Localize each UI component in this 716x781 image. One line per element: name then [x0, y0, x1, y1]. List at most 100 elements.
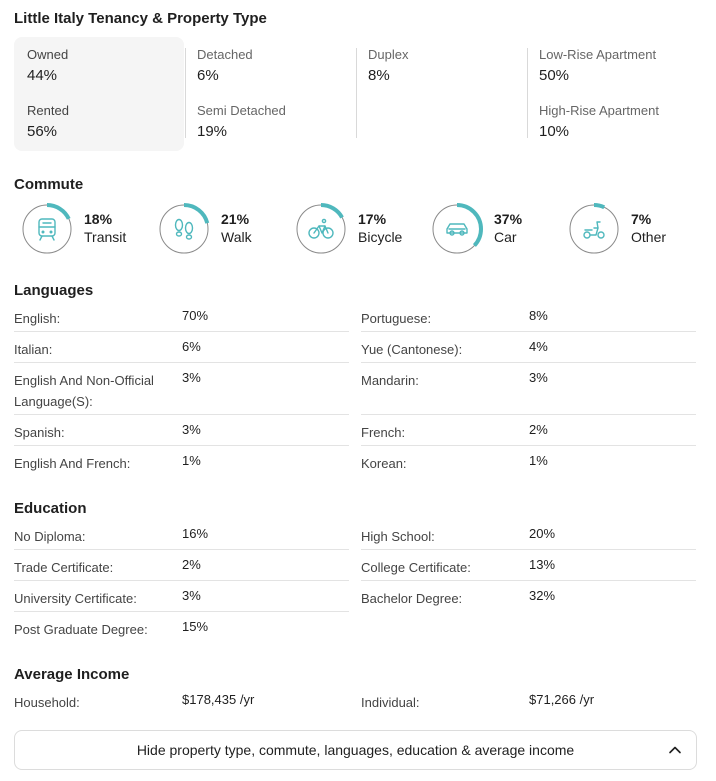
household-label: Household: — [14, 695, 80, 710]
commute-label: Bicycle — [358, 229, 403, 245]
education-name: Trade Certificate: — [14, 560, 114, 575]
commute-pct: 7% — [631, 211, 652, 227]
table-row: Korean: 1% — [361, 446, 696, 477]
low-rise-stat: Low-Rise Apartment 50% — [539, 47, 656, 84]
individual-value: $71,266 /yr — [529, 692, 595, 707]
divider — [185, 48, 186, 138]
hide-details-button[interactable]: Hide property type, commute, languages, … — [14, 730, 697, 770]
chevron-up-icon — [669, 746, 681, 754]
commute-pct: 21% — [221, 211, 250, 227]
education-value: 20% — [529, 526, 556, 541]
commute-ring — [20, 202, 74, 256]
table-row: Trade Certificate: 2% — [14, 550, 349, 581]
education-value: 3% — [182, 588, 201, 603]
table-row: Yue (Cantonese): 4% — [361, 332, 696, 363]
education-value: 13% — [529, 557, 556, 572]
owned-stat: Owned 44% — [27, 47, 68, 84]
education-name: College Certificate: — [361, 560, 471, 575]
table-row: Portuguese: 8% — [361, 301, 696, 332]
commute-label: Other — [631, 229, 667, 245]
income-individual-row: Individual: $71,266 /yr — [361, 685, 696, 716]
detached-value: 6% — [197, 67, 219, 84]
car-icon — [446, 223, 468, 236]
education-value: 16% — [182, 526, 209, 541]
language-name: Italian: — [14, 342, 53, 357]
tenancy-title: Little Italy Tenancy & Property Type — [14, 10, 267, 27]
table-row: Italian: 6% — [14, 332, 349, 363]
household-value: $178,435 /yr — [182, 692, 255, 707]
commute-ring — [430, 202, 484, 256]
education-name: Post Graduate Degree: — [14, 622, 148, 637]
hide-details-label: Hide property type, commute, languages, … — [136, 742, 575, 758]
table-row: French: 2% — [361, 415, 696, 446]
education-title: Education — [14, 500, 87, 517]
owned-value: 44% — [27, 67, 58, 84]
language-name: English: — [14, 311, 61, 326]
high-rise-value: 10% — [539, 123, 570, 140]
language-value: 4% — [529, 339, 548, 354]
language-name: English And French: — [14, 456, 131, 471]
divider — [356, 48, 357, 138]
language-value: 1% — [529, 453, 548, 468]
commute-label: Transit — [84, 229, 127, 245]
language-value: 6% — [182, 339, 201, 354]
rented-value: 56% — [27, 123, 58, 140]
education-value: 2% — [182, 557, 201, 572]
table-row: University Certificate: 3% — [14, 581, 349, 612]
language-name: Mandarin: — [361, 373, 419, 388]
table-row: English And French: 1% — [14, 446, 349, 477]
commute-ring — [567, 202, 621, 256]
language-name: Spanish: — [14, 425, 65, 440]
language-name: Yue (Cantonese): — [361, 342, 463, 357]
low-rise-label: Low-Rise Apartment — [539, 47, 657, 62]
table-row: Spanish: 3% — [14, 415, 349, 446]
high-rise-label: High-Rise Apartment — [539, 103, 659, 118]
rented-stat: Rented 56% — [27, 103, 69, 140]
language-name: Korean: — [361, 456, 407, 471]
duplex-label: Duplex — [368, 47, 409, 62]
commute-label: Walk — [221, 229, 252, 245]
language-name: Portuguese: — [361, 311, 432, 326]
income-household-row: Household: $178,435 /yr — [14, 685, 349, 716]
language-value: 3% — [182, 370, 201, 385]
language-name: French: — [361, 425, 406, 440]
table-row: Bachelor Degree: 32% — [361, 581, 696, 612]
table-row: Mandarin: 3% — [361, 363, 696, 415]
language-value: 8% — [529, 308, 548, 323]
language-value: 3% — [529, 370, 548, 385]
education-value: 32% — [529, 588, 556, 603]
table-row: No Diploma: 16% — [14, 519, 349, 550]
individual-label: Individual: — [361, 695, 420, 710]
owned-label: Owned — [27, 47, 69, 62]
language-value: 2% — [529, 422, 548, 437]
language-value: 70% — [182, 308, 209, 323]
tenancy-summary — [14, 37, 184, 151]
education-name: No Diploma: — [14, 529, 86, 544]
scooter-icon — [583, 221, 605, 239]
semi-detached-stat: Semi Detached 19% — [197, 103, 286, 140]
rented-label: Rented — [27, 103, 69, 118]
table-row: High School: 20% — [361, 519, 696, 550]
education-name: Bachelor Degree: — [361, 591, 463, 606]
duplex-value: 8% — [368, 67, 390, 84]
train-icon — [38, 218, 56, 241]
table-row: College Certificate: 13% — [361, 550, 696, 581]
detached-label: Detached — [197, 47, 253, 62]
commute-pct: 17% — [358, 211, 387, 227]
duplex-stat: Duplex 8% — [368, 47, 408, 84]
table-row: English: 70% — [14, 301, 349, 332]
divider — [527, 48, 528, 138]
semi-detached-label: Semi Detached — [197, 103, 286, 118]
bicycle-icon — [308, 218, 334, 239]
commute-title: Commute — [14, 176, 84, 193]
footprints-icon — [174, 218, 194, 240]
language-name: English And Non-Official Language(S): — [14, 373, 154, 409]
high-rise-stat: High-Rise Apartment 10% — [539, 103, 659, 140]
detached-stat: Detached 6% — [197, 47, 253, 84]
low-rise-value: 50% — [539, 67, 570, 84]
commute-pct: 18% — [84, 211, 113, 227]
semi-detached-value: 19% — [197, 123, 228, 140]
education-name: High School: — [361, 529, 435, 544]
languages-title: Languages — [14, 282, 94, 299]
table-row: Post Graduate Degree: 15% — [14, 612, 349, 643]
